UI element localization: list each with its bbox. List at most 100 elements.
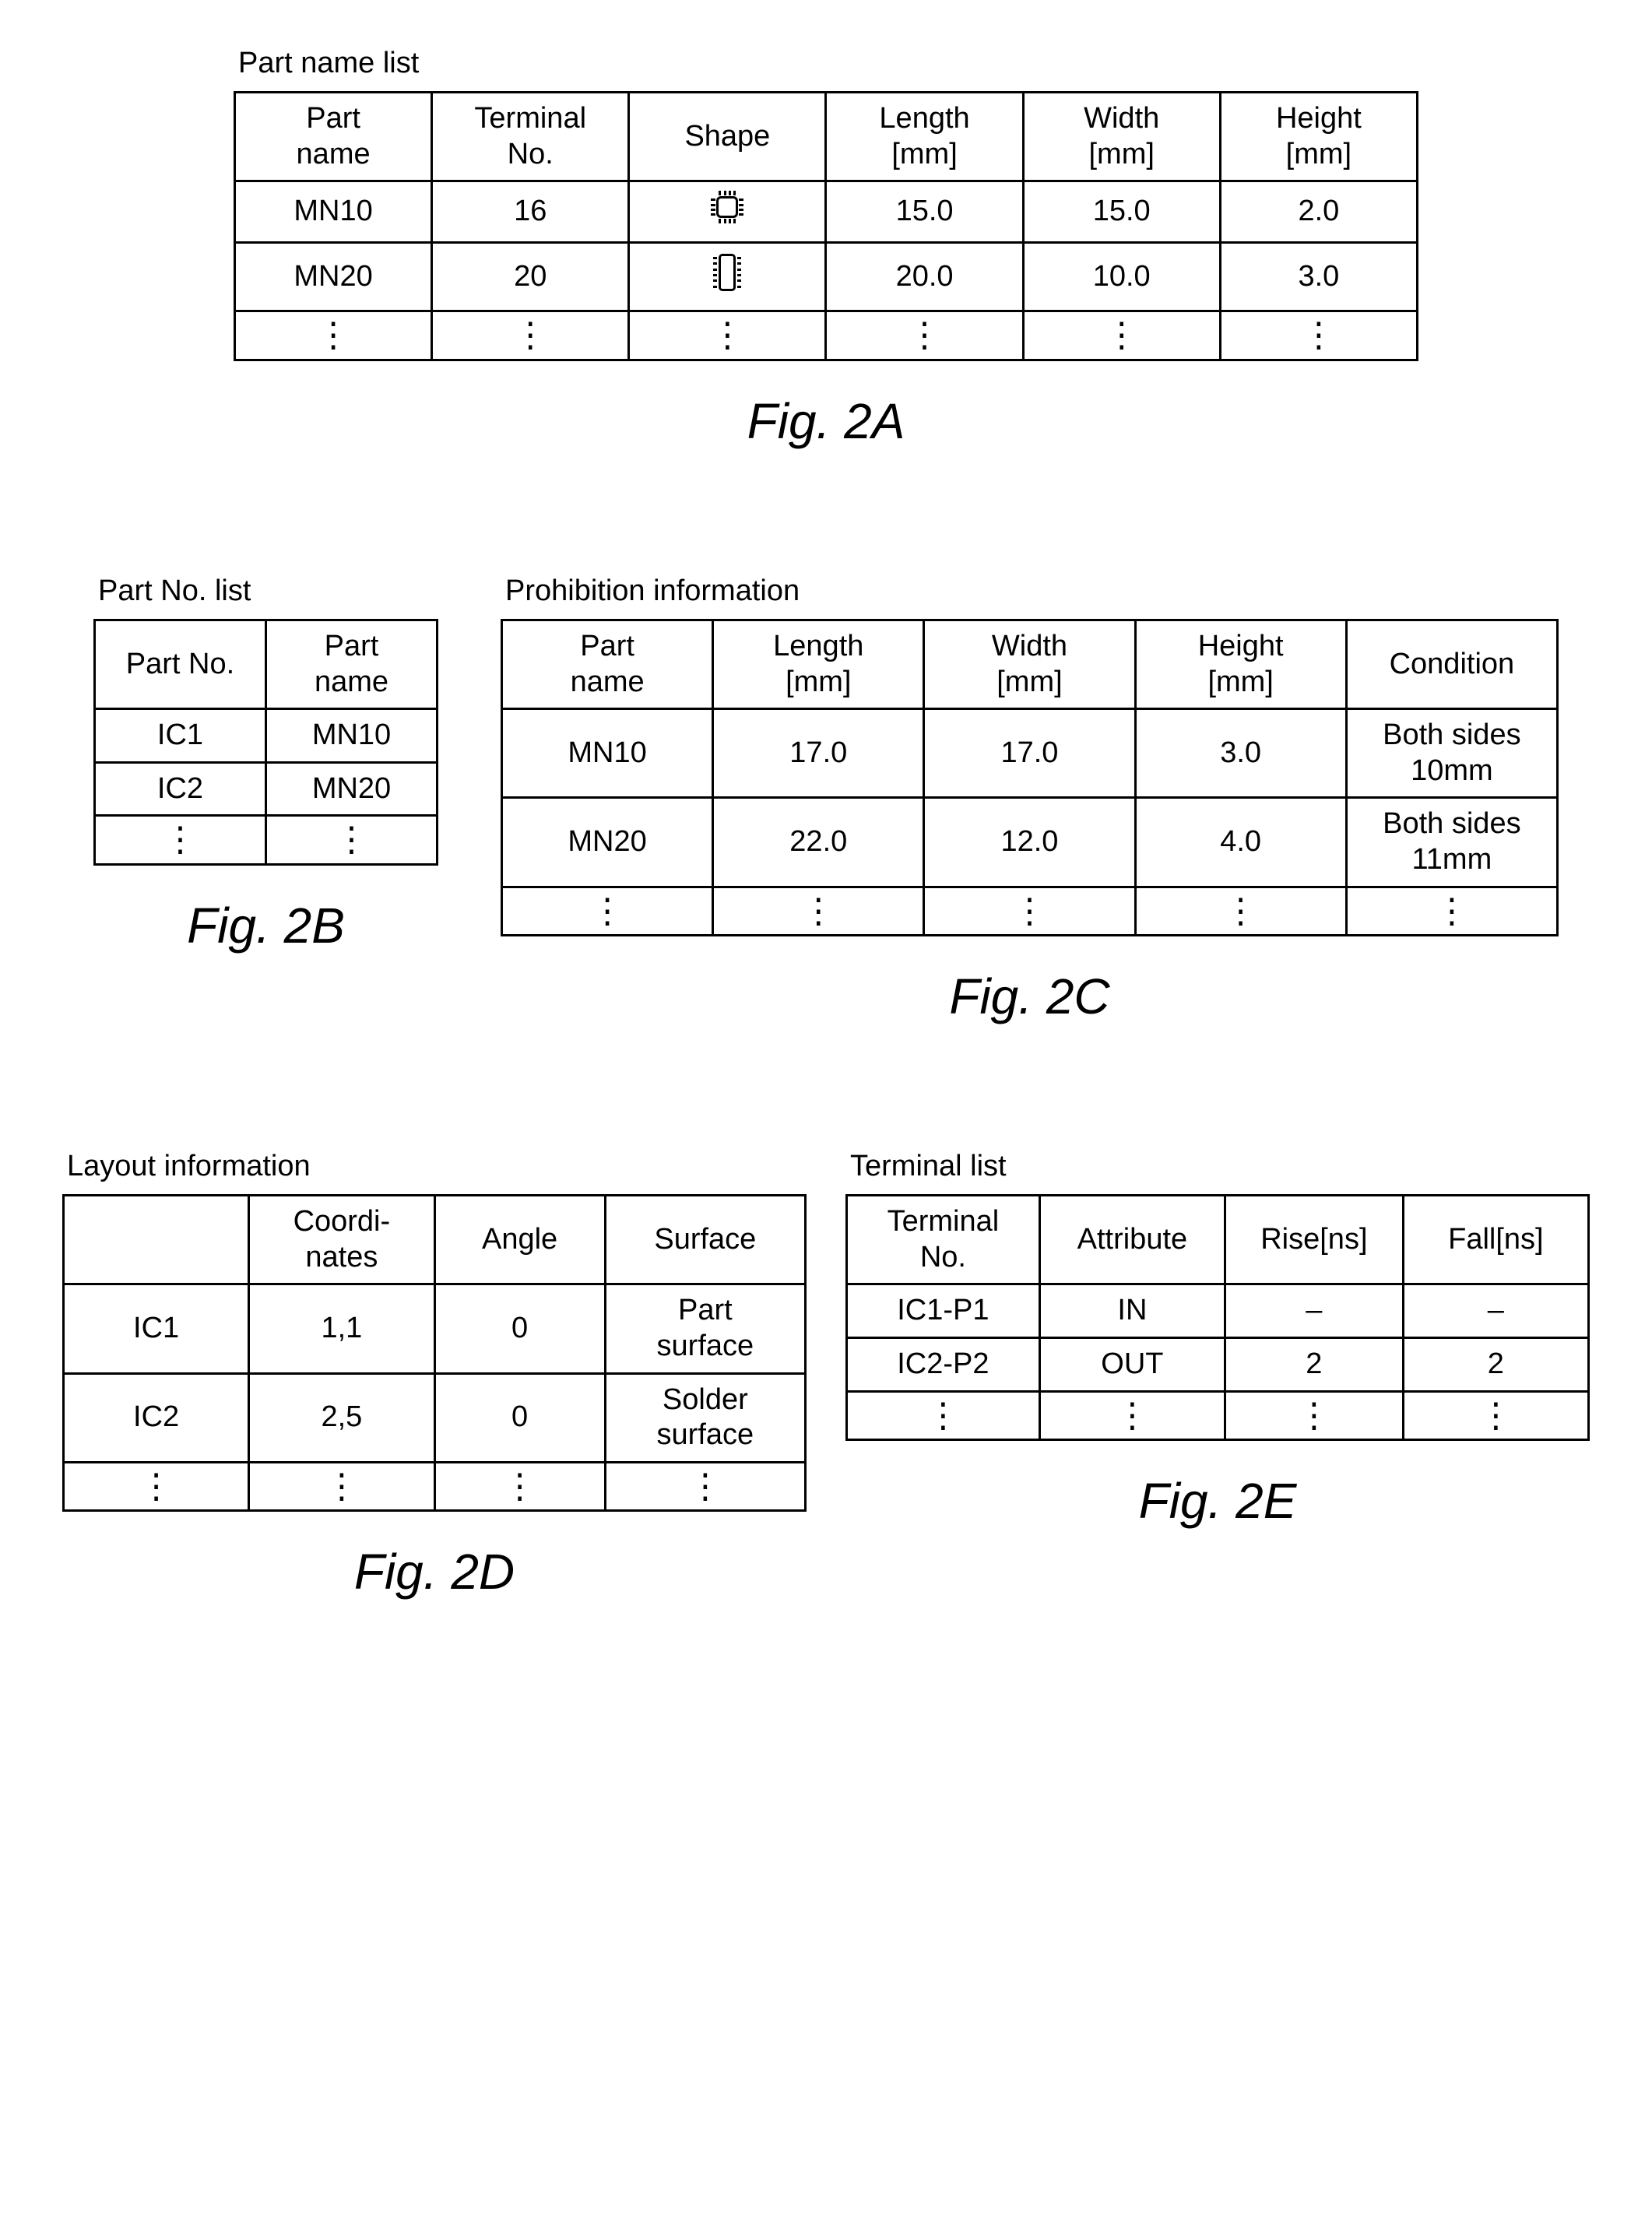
- col-angle: Angle: [434, 1196, 605, 1284]
- cell-part-name: MN10: [235, 181, 432, 243]
- col-part-name: Partname: [266, 620, 438, 708]
- figD-table: Coordi-nates Angle Surface IC1 1,1 0 Par…: [62, 1194, 807, 1512]
- dip-chip-icon: [713, 251, 741, 293]
- cell-width: 15.0: [1023, 181, 1220, 243]
- figA-caption: Fig. 2A: [234, 392, 1418, 450]
- cell-part-name: MN10: [266, 709, 438, 763]
- col-condition: Condition: [1346, 620, 1557, 708]
- figC-table: Partname Length[mm] Width[mm] Height[mm]…: [501, 619, 1559, 936]
- cell-surface: Soldersurface: [605, 1373, 805, 1462]
- figB-caption: Fig. 2B: [93, 897, 438, 954]
- figure-2c: Prohibition information Partname Length[…: [501, 574, 1590, 1025]
- cell-part-name: MN20: [502, 798, 713, 887]
- cell-part-name: MN10: [502, 709, 713, 798]
- table-row: IC2 2,5 0 Soldersurface: [64, 1373, 806, 1462]
- cell-fall: 2: [1403, 1337, 1588, 1391]
- cell-height: 3.0: [1135, 709, 1346, 798]
- qfp-chip-icon: [710, 190, 744, 224]
- cell-condition: Both sides10mm: [1346, 709, 1557, 798]
- cell-length: 17.0: [713, 709, 924, 798]
- col-part-name: Partname: [235, 93, 432, 181]
- col-terminal-no: TerminalNo.: [432, 93, 629, 181]
- figure-2a: Part name list Partname TerminalNo. Shap…: [62, 47, 1590, 450]
- cell-shape: [629, 181, 826, 243]
- col-width: Width[mm]: [924, 620, 1135, 708]
- cell-fall: –: [1403, 1284, 1588, 1338]
- col-height: Height[mm]: [1220, 93, 1417, 181]
- figB-title: Part No. list: [93, 574, 438, 608]
- table-row: MN20 22.0 12.0 4.0 Both sides11mm: [502, 798, 1558, 887]
- table-row: IC2 MN20: [95, 762, 438, 816]
- table-header-row: Partname TerminalNo. Shape Length[mm] Wi…: [235, 93, 1418, 181]
- col-surface: Surface: [605, 1196, 805, 1284]
- cell-id: IC1: [64, 1284, 249, 1373]
- table-ellipsis-row: ⋮ ⋮ ⋮ ⋮ ⋮ ⋮: [235, 311, 1418, 360]
- cell-length: 22.0: [713, 798, 924, 887]
- cell-attribute: OUT: [1039, 1337, 1225, 1391]
- figE-title: Terminal list: [845, 1150, 1590, 1183]
- cell-part-no: IC1: [95, 709, 266, 763]
- table-header-row: Part No. Partname: [95, 620, 438, 708]
- cell-length: 20.0: [826, 242, 1023, 311]
- table-ellipsis-row: ⋮ ⋮ ⋮ ⋮: [64, 1462, 806, 1511]
- figD-caption: Fig. 2D: [62, 1543, 807, 1600]
- cell-coords: 1,1: [249, 1284, 434, 1373]
- cell-id: IC2: [64, 1373, 249, 1462]
- figure-2e: Terminal list TerminalNo. Attribute Rise…: [845, 1150, 1590, 1530]
- table-ellipsis-row: ⋮ ⋮: [95, 816, 438, 865]
- cell-condition: Both sides11mm: [1346, 798, 1557, 887]
- row-fig-2d-2e: Layout information Coordi-nates Angle Su…: [62, 1150, 1590, 1600]
- cell-terminal-no: IC1-P1: [847, 1284, 1040, 1338]
- cell-width: 12.0: [924, 798, 1135, 887]
- table-row: MN10 16 15.0 15.0 2.0: [235, 181, 1418, 243]
- figure-2b: Part No. list Part No. Partname IC1 MN10…: [62, 574, 438, 954]
- figD-title: Layout information: [62, 1150, 807, 1183]
- col-shape: Shape: [629, 93, 826, 181]
- col-part-name: Partname: [502, 620, 713, 708]
- col-part-no: Part No.: [95, 620, 266, 708]
- col-coords: Coordi-nates: [249, 1196, 434, 1284]
- cell-height: 3.0: [1220, 242, 1417, 311]
- col-height: Height[mm]: [1135, 620, 1346, 708]
- table-header-row: TerminalNo. Attribute Rise[ns] Fall[ns]: [847, 1196, 1589, 1284]
- cell-part-name: MN20: [266, 762, 438, 816]
- col-width: Width[mm]: [1023, 93, 1220, 181]
- cell-terminal-no: 16: [432, 181, 629, 243]
- table-row: IC1 MN10: [95, 709, 438, 763]
- cell-shape: [629, 242, 826, 311]
- figA-table: Partname TerminalNo. Shape Length[mm] Wi…: [234, 91, 1418, 361]
- table-row: IC2-P2 OUT 2 2: [847, 1337, 1589, 1391]
- cell-height: 4.0: [1135, 798, 1346, 887]
- col-length: Length[mm]: [713, 620, 924, 708]
- cell-part-no: IC2: [95, 762, 266, 816]
- cell-width: 10.0: [1023, 242, 1220, 311]
- figC-caption: Fig. 2C: [501, 968, 1559, 1025]
- cell-height: 2.0: [1220, 181, 1417, 243]
- cell-width: 17.0: [924, 709, 1135, 798]
- cell-coords: 2,5: [249, 1373, 434, 1462]
- table-row: MN20 20 20.0 10.0 3.0: [235, 242, 1418, 311]
- cell-rise: –: [1225, 1284, 1404, 1338]
- figure-2d: Layout information Coordi-nates Angle Su…: [62, 1150, 807, 1600]
- cell-attribute: IN: [1039, 1284, 1225, 1338]
- table-row: IC1 1,1 0 Partsurface: [64, 1284, 806, 1373]
- cell-terminal-no: IC2-P2: [847, 1337, 1040, 1391]
- figE-caption: Fig. 2E: [845, 1472, 1590, 1530]
- cell-surface: Partsurface: [605, 1284, 805, 1373]
- table-header-row: Partname Length[mm] Width[mm] Height[mm]…: [502, 620, 1558, 708]
- table-row: MN10 17.0 17.0 3.0 Both sides10mm: [502, 709, 1558, 798]
- figC-title: Prohibition information: [501, 574, 1559, 608]
- col-rise: Rise[ns]: [1225, 1196, 1404, 1284]
- cell-angle: 0: [434, 1284, 605, 1373]
- figA-title: Part name list: [234, 47, 1418, 80]
- figE-table: TerminalNo. Attribute Rise[ns] Fall[ns] …: [845, 1194, 1590, 1441]
- table-row: IC1-P1 IN – –: [847, 1284, 1589, 1338]
- col-attribute: Attribute: [1039, 1196, 1225, 1284]
- cell-part-name: MN20: [235, 242, 432, 311]
- table-header-row: Coordi-nates Angle Surface: [64, 1196, 806, 1284]
- cell-angle: 0: [434, 1373, 605, 1462]
- col-length: Length[mm]: [826, 93, 1023, 181]
- col-terminal-no: TerminalNo.: [847, 1196, 1040, 1284]
- cell-length: 15.0: [826, 181, 1023, 243]
- col-blank: [64, 1196, 249, 1284]
